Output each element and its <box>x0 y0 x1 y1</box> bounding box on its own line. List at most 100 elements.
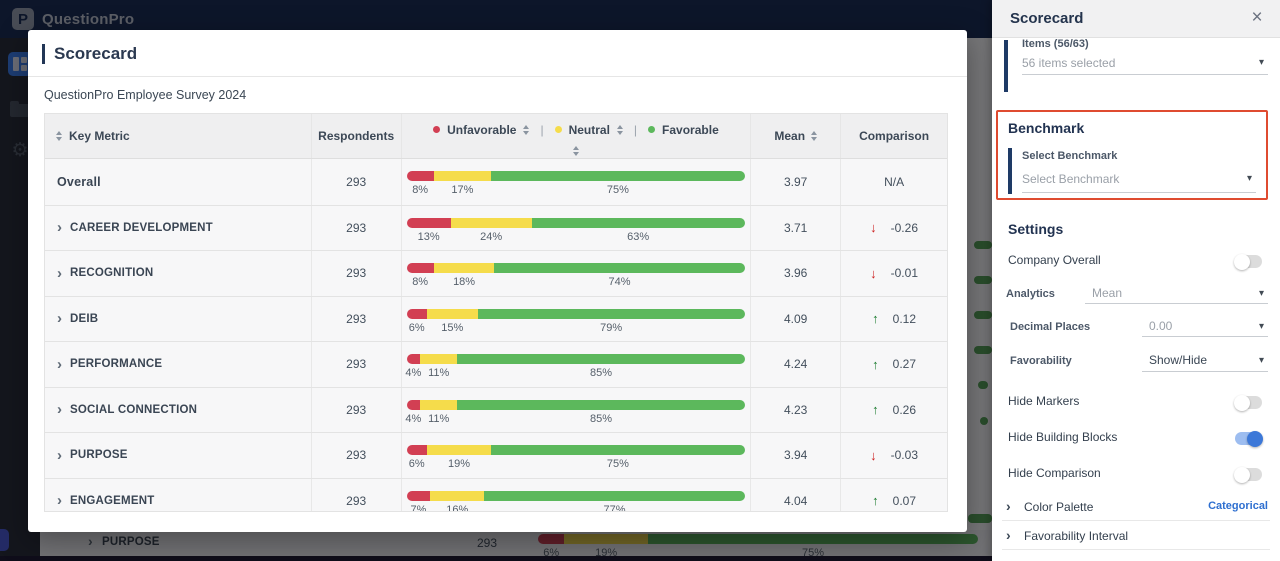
expand-chevron-icon[interactable]: › <box>57 219 62 237</box>
metric-label: ENGAGEMENT <box>70 494 155 507</box>
color-palette-value[interactable]: Categorical <box>1208 500 1268 512</box>
distribution-cell: 8% 18% 74% <box>400 251 751 296</box>
comparison-cell: ↑ 0.26 <box>840 387 947 432</box>
respondents-cell: 293 <box>310 205 401 250</box>
color-palette-label[interactable]: Color Palette <box>1024 500 1094 514</box>
metric-label: SOCIAL CONNECTION <box>70 403 198 416</box>
unfavorable-dot-icon <box>433 126 441 133</box>
chevron-down-icon[interactable]: ▾ <box>1258 321 1264 332</box>
comparison-value: -0.03 <box>890 448 918 463</box>
trend-up-arrow-icon: ↑ <box>872 493 879 509</box>
benchmark-heading: Benchmark <box>1008 120 1085 136</box>
neutral-percent: 18% <box>453 276 476 288</box>
unfavorable-percent: 8% <box>412 276 429 288</box>
hide-comparison-toggle[interactable] <box>1234 466 1262 483</box>
comparison-cell: ↑ 0.07 <box>840 478 947 511</box>
table-row[interactable]: › ENGAGEMENT 293 7% 16% 77% 4.04 ↑ 0.07 <box>45 477 947 512</box>
table-row[interactable]: › DEIB 293 6% 15% 79% 4.09 ↑ 0.12 <box>45 295 947 342</box>
chevron-down-icon[interactable]: ▾ <box>1246 173 1252 184</box>
comparison-cell: ↓ -0.26 <box>840 205 947 250</box>
trend-up-arrow-icon: ↑ <box>872 402 879 418</box>
select-benchmark-dropdown[interactable]: Select Benchmark <box>1022 172 1120 186</box>
comparison-value: N/A <box>884 174 905 189</box>
distribution-bar <box>406 399 745 410</box>
comparison-cell: ↓ -0.01 <box>840 251 947 296</box>
column-key-metric[interactable]: Key Metric <box>45 114 311 158</box>
legend-label-neutral: Neutral <box>568 122 610 137</box>
neutral-percent: 15% <box>441 321 464 334</box>
sort-icon[interactable] <box>572 145 579 156</box>
select-benchmark-label: Select Benchmark <box>1022 150 1118 162</box>
expand-chevron-icon[interactable]: › <box>1006 527 1011 543</box>
sort-icon[interactable] <box>523 124 530 135</box>
expand-chevron-icon[interactable]: › <box>57 446 62 464</box>
sort-icon[interactable] <box>811 131 818 141</box>
column-label: Comparison <box>859 129 930 143</box>
metric-cell: › PURPOSE <box>45 433 311 478</box>
distribution-cell: 6% 19% 75% <box>400 433 751 478</box>
sort-icon[interactable] <box>616 124 623 135</box>
scorecard-table: Key Metric Respondents Unfavorable | Neu… <box>44 113 948 512</box>
mean-cell: 3.94 <box>750 433 840 478</box>
hide-building-blocks-label: Hide Building Blocks <box>1008 430 1118 444</box>
table-row[interactable]: › RECOGNITION 293 8% 18% 74% 3.96 ↓ -0.01 <box>45 250 947 296</box>
expand-chevron-icon[interactable]: › <box>57 355 62 373</box>
favorability-dropdown[interactable]: Show/Hide <box>1149 353 1208 367</box>
metric-cell: › DEIB <box>45 297 311 342</box>
decimal-places-label: Decimal Places <box>1010 321 1091 333</box>
metric-label: Overall <box>57 174 101 189</box>
favorability-interval-label[interactable]: Favorability Interval <box>1024 529 1129 543</box>
distribution-cell: 4% 11% 85% <box>400 342 751 387</box>
table-row: Overall 293 8% 17% 75% 3.97 N/A <box>45 159 947 205</box>
expand-chevron-icon[interactable]: › <box>57 310 62 328</box>
close-icon[interactable]: × <box>1251 7 1263 28</box>
expand-chevron-icon[interactable]: › <box>57 264 62 282</box>
items-dropdown[interactable]: 56 items selected <box>1022 56 1116 70</box>
expand-chevron-icon[interactable]: › <box>57 401 62 419</box>
company-overall-toggle[interactable] <box>1234 253 1262 270</box>
table-row[interactable]: › CAREER DEVELOPMENT 293 13% 24% 63% 3.7… <box>45 204 947 250</box>
metric-cell: › PERFORMANCE <box>45 342 311 387</box>
chevron-down-icon[interactable]: ▾ <box>1258 57 1264 68</box>
respondents-cell: 293 <box>310 433 401 478</box>
comparison-value: 0.12 <box>892 311 916 326</box>
respondents-cell: 293 <box>310 342 401 387</box>
analytics-dropdown[interactable]: Mean <box>1092 286 1123 300</box>
hide-comparison-label: Hide Comparison <box>1008 466 1101 480</box>
favorability-underline <box>1142 371 1268 372</box>
chevron-down-icon[interactable]: ▾ <box>1258 288 1264 299</box>
title-divider <box>28 76 967 77</box>
distribution-bar <box>406 490 745 501</box>
neutral-percent: 24% <box>480 230 503 243</box>
comparison-value: 0.26 <box>892 402 916 417</box>
distribution-bar <box>406 354 745 364</box>
expand-chevron-icon[interactable]: › <box>57 492 62 510</box>
table-row[interactable]: › PURPOSE 293 6% 19% 75% 3.94 ↓ -0.03 <box>45 432 947 478</box>
unfavorable-percent: 13% <box>417 230 440 243</box>
trend-down-arrow-icon: ↓ <box>870 265 877 281</box>
decimal-places-dropdown[interactable]: 0.00 <box>1149 319 1173 333</box>
neutral-percent: 11% <box>428 412 450 425</box>
favorable-percent: 79% <box>600 321 623 334</box>
trend-down-arrow-icon: ↓ <box>870 220 877 236</box>
expand-chevron-icon[interactable]: › <box>1006 498 1011 514</box>
comparison-value: -0.01 <box>890 266 918 281</box>
column-distribution: Unfavorable | Neutral | Favorable <box>400 114 751 158</box>
modal-title: Scorecard <box>42 44 137 64</box>
hide-building-blocks-toggle[interactable] <box>1235 430 1263 447</box>
comparison-value: 0.07 <box>892 493 916 508</box>
trend-up-arrow-icon: ↑ <box>872 356 879 372</box>
hide-markers-toggle[interactable] <box>1234 394 1262 411</box>
distribution-bar <box>406 171 745 181</box>
unfavorable-percent: 4% <box>405 367 422 379</box>
chevron-down-icon[interactable]: ▾ <box>1258 355 1264 366</box>
table-row[interactable]: › SOCIAL CONNECTION 293 4% 11% 85% 4.23 … <box>45 386 947 432</box>
legend-label-unfavorable: Unfavorable <box>447 122 517 137</box>
column-mean[interactable]: Mean <box>750 114 840 158</box>
column-respondents: Respondents <box>310 114 401 158</box>
table-row[interactable]: › PERFORMANCE 293 4% 11% 85% 4.24 ↑ 0.27 <box>45 341 947 387</box>
sort-icon[interactable] <box>56 131 62 141</box>
distribution-cell: 7% 16% 77% <box>400 478 751 512</box>
unfavorable-percent: 7% <box>410 503 427 512</box>
